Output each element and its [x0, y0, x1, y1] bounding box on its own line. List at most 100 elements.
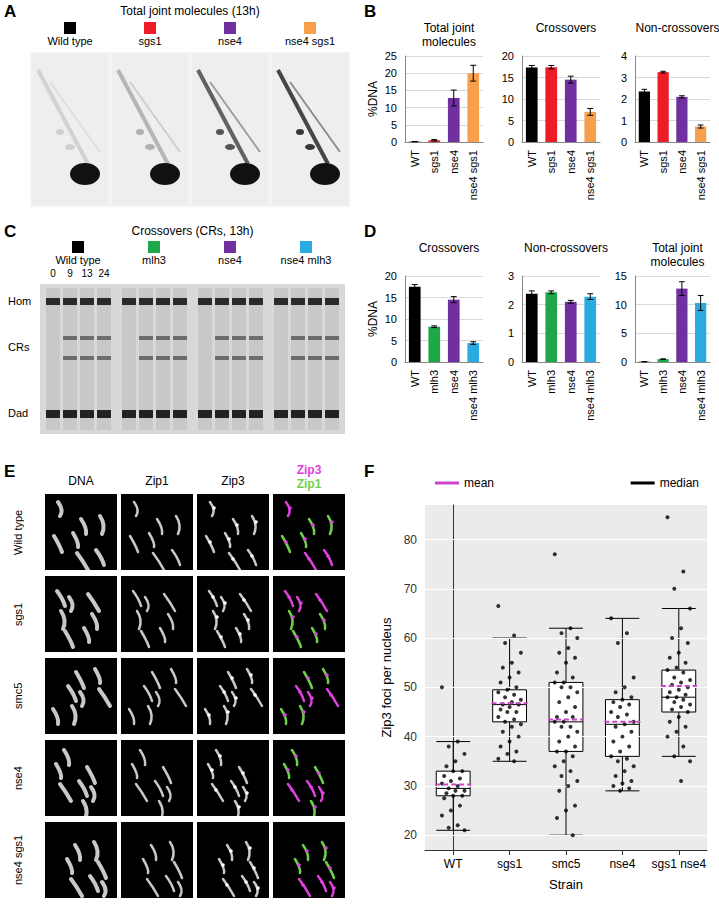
html-text:Crossovers (CRs, 13h): Crossovers (CRs, 13h)	[131, 224, 254, 238]
html-text:C: C	[4, 222, 17, 241]
svg-text:2: 2	[621, 93, 627, 105]
svg-text:sgs1: sgs1	[497, 857, 523, 871]
html-text:Total joint molecules (13h): Total joint molecules (13h)	[120, 4, 260, 18]
svg-text:3: 3	[621, 72, 627, 84]
html-text:Wild type: Wild type	[47, 35, 93, 47]
svg-text:nse4: nse4	[448, 150, 460, 174]
svg-text:molecules: molecules	[650, 255, 704, 269]
svg-text:Non-crossovers: Non-crossovers	[635, 21, 719, 35]
svg-text:15: 15	[385, 292, 397, 304]
svg-text:5: 5	[391, 335, 397, 347]
svg-text:Strain: Strain	[549, 877, 583, 892]
html-text:nse4 sgs1: nse4 sgs1	[284, 35, 336, 47]
svg-text:molecules: molecules	[422, 35, 476, 49]
svg-text:WT: WT	[444, 857, 463, 871]
svg-text:Non-crossovers: Non-crossovers	[524, 241, 608, 255]
svg-text:1: 1	[508, 327, 514, 339]
html-text:B: B	[364, 2, 377, 21]
html-text:Hom: Hom	[8, 295, 32, 307]
svg-text:nse4 mlh3: nse4 mlh3	[467, 370, 479, 421]
svg-text:15: 15	[502, 72, 514, 84]
svg-text:20: 20	[404, 828, 418, 842]
html-text:Wild type: Wild type	[55, 254, 101, 266]
svg-text:0: 0	[621, 356, 627, 368]
svg-text:mlh3: mlh3	[428, 370, 440, 394]
svg-text:15: 15	[385, 84, 397, 96]
html-text:DNA: DNA	[68, 474, 94, 488]
svg-text:sgs1: sgs1	[428, 150, 440, 173]
svg-text:nse4 mlh3: nse4 mlh3	[695, 370, 707, 421]
html-text:Zip3: Zip3	[221, 474, 245, 488]
svg-text:WT: WT	[638, 150, 650, 167]
svg-text:20: 20	[502, 50, 514, 62]
html-text:E: E	[4, 462, 16, 481]
svg-text:nse4: nse4	[448, 370, 460, 394]
svg-text:5: 5	[391, 119, 397, 131]
html-text:Zip1: Zip1	[145, 474, 169, 488]
svg-text:0: 0	[508, 136, 514, 148]
svg-text:10: 10	[385, 313, 397, 325]
html-text:nse4 mlh3: nse4 mlh3	[280, 254, 332, 266]
svg-text:60: 60	[404, 631, 418, 645]
svg-text:0: 0	[391, 136, 397, 148]
svg-text:nse4: nse4	[676, 150, 688, 174]
svg-text:sgs1: sgs1	[657, 150, 669, 173]
svg-text:5: 5	[621, 327, 627, 339]
svg-text:nse4: nse4	[565, 370, 577, 394]
svg-text:WT: WT	[526, 370, 538, 387]
html-text:D: D	[364, 222, 377, 241]
svg-text:0: 0	[391, 356, 397, 368]
svg-text:mlh3: mlh3	[545, 370, 557, 394]
svg-text:20: 20	[385, 67, 397, 79]
svg-text:Total joint: Total joint	[424, 21, 475, 35]
svg-text:5: 5	[508, 115, 514, 127]
svg-text:median: median	[660, 476, 699, 490]
html-text:A: A	[4, 2, 17, 21]
svg-text:80: 80	[404, 533, 418, 547]
svg-text:sgs1 nse4: sgs1 nse4	[651, 857, 706, 871]
svg-text:30: 30	[404, 779, 418, 793]
svg-text:15: 15	[615, 270, 627, 282]
svg-text:20: 20	[385, 270, 397, 282]
svg-text:nse4 sgs1: nse4 sgs1	[695, 150, 707, 200]
svg-text:nse4: nse4	[676, 370, 688, 394]
svg-text:nse4: nse4	[565, 150, 577, 174]
svg-text:WT: WT	[526, 150, 538, 167]
svg-text:2: 2	[508, 299, 514, 311]
html-text:nse4: nse4	[218, 35, 242, 47]
svg-text:sgs1: sgs1	[545, 150, 557, 173]
svg-text:Crossovers: Crossovers	[419, 241, 480, 255]
html-text:Zip3: Zip3	[296, 463, 322, 477]
svg-text:4: 4	[621, 50, 627, 62]
svg-text:WT: WT	[409, 370, 421, 387]
svg-text:nse4 sgs1: nse4 sgs1	[467, 150, 479, 200]
svg-text:nse4: nse4	[609, 857, 635, 871]
svg-text:10: 10	[502, 93, 514, 105]
svg-text:3: 3	[508, 270, 514, 282]
svg-text:50: 50	[404, 680, 418, 694]
svg-text:Zip3 foci per nucleus: Zip3 foci per nucleus	[379, 617, 394, 737]
svg-text:1: 1	[621, 115, 627, 127]
svg-text:WT: WT	[638, 370, 650, 387]
svg-text:smc5: smc5	[552, 857, 581, 871]
svg-text:Crossovers: Crossovers	[536, 21, 597, 35]
html-text:mlh3: mlh3	[142, 254, 166, 266]
svg-text:10: 10	[615, 299, 627, 311]
svg-text:40: 40	[404, 730, 418, 744]
svg-text:%DNA: %DNA	[366, 81, 380, 117]
svg-text:0: 0	[621, 136, 627, 148]
svg-text:mean: mean	[464, 476, 494, 490]
svg-text:10: 10	[385, 102, 397, 114]
svg-text:mlh3: mlh3	[657, 370, 669, 394]
svg-text:25: 25	[385, 50, 397, 62]
svg-text:Total joint: Total joint	[652, 241, 703, 255]
svg-text:WT: WT	[409, 150, 421, 167]
svg-text:70: 70	[404, 582, 418, 596]
html-text:nse4: nse4	[218, 254, 242, 266]
svg-text:0: 0	[508, 356, 514, 368]
html-text:Zip1: Zip1	[296, 477, 322, 491]
svg-text:nse4 sgs1: nse4 sgs1	[584, 150, 596, 200]
svg-text:nse4 mlh3: nse4 mlh3	[584, 370, 596, 421]
html-text:sgs1: sgs1	[138, 35, 162, 47]
svg-text:%DNA: %DNA	[366, 301, 380, 337]
